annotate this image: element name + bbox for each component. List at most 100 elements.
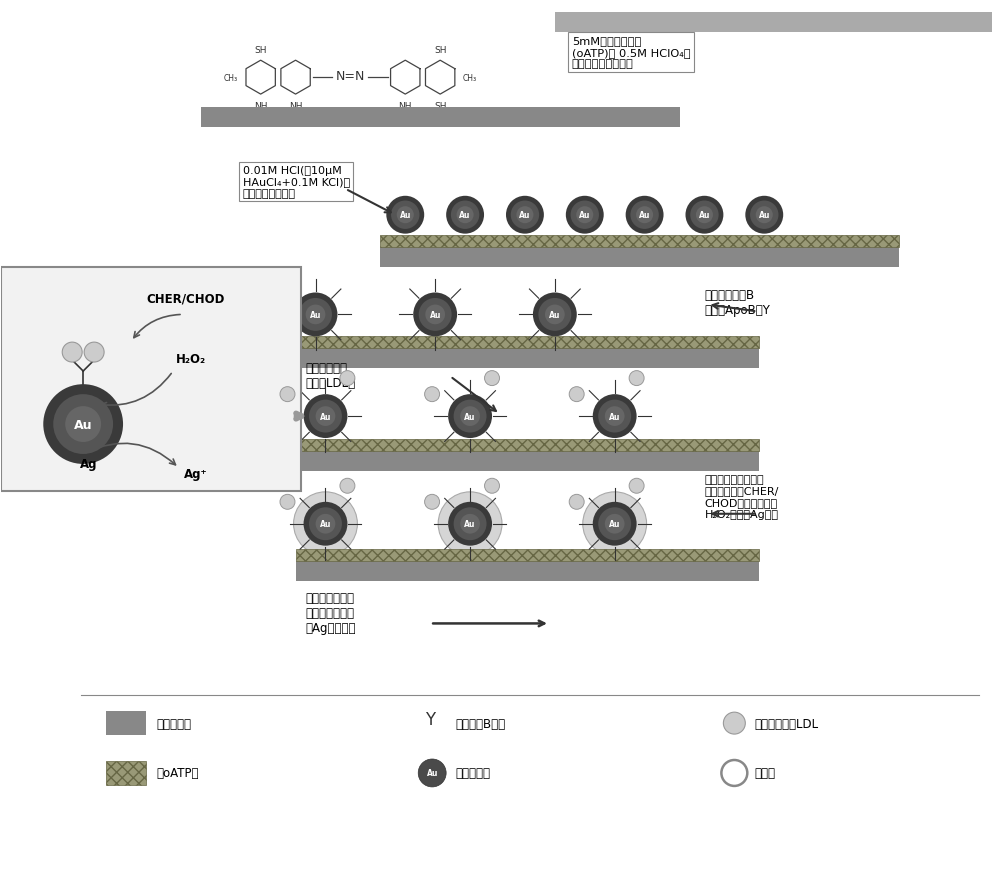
Text: Y: Y	[425, 711, 435, 728]
FancyBboxPatch shape	[281, 349, 759, 369]
Circle shape	[425, 387, 440, 402]
Circle shape	[340, 478, 355, 494]
FancyBboxPatch shape	[1, 268, 301, 492]
Text: NH: NH	[254, 101, 267, 111]
Circle shape	[485, 478, 500, 494]
Text: 金纳米粒子: 金纳米粒子	[455, 766, 490, 780]
FancyBboxPatch shape	[380, 247, 899, 268]
Circle shape	[340, 371, 355, 386]
Circle shape	[309, 508, 342, 540]
Circle shape	[454, 400, 487, 433]
Circle shape	[62, 343, 82, 362]
Circle shape	[438, 493, 502, 556]
Text: Au: Au	[400, 211, 411, 220]
Circle shape	[598, 400, 631, 433]
Text: SH: SH	[434, 46, 446, 55]
Circle shape	[391, 201, 419, 229]
Circle shape	[446, 197, 484, 235]
Circle shape	[448, 394, 492, 439]
FancyBboxPatch shape	[296, 549, 759, 561]
Circle shape	[629, 478, 644, 494]
Text: 低密度脂蛋白LDL: 低密度脂蛋白LDL	[754, 717, 818, 730]
Text: N=N: N=N	[336, 70, 365, 82]
FancyBboxPatch shape	[296, 452, 759, 471]
Text: Au: Au	[549, 311, 561, 320]
Circle shape	[294, 293, 337, 337]
Text: 载脂蛋白B抗体: 载脂蛋白B抗体	[455, 717, 505, 730]
Text: CH₃: CH₃	[463, 74, 477, 82]
Circle shape	[425, 305, 445, 325]
FancyBboxPatch shape	[106, 711, 146, 735]
Text: Au: Au	[427, 768, 438, 778]
Circle shape	[457, 207, 474, 224]
Text: 单质銀: 单质銀	[754, 766, 775, 780]
Text: H₂O₂: H₂O₂	[176, 353, 206, 365]
Text: Au: Au	[519, 211, 531, 220]
Text: 电化学工作站，
溢出伏安法，读
取Ag溢出峰値: 电化学工作站， 溢出伏安法，读 取Ag溢出峰値	[306, 591, 356, 633]
Text: Au: Au	[464, 412, 476, 421]
Text: SH: SH	[254, 46, 267, 55]
FancyBboxPatch shape	[296, 561, 759, 581]
Circle shape	[386, 197, 424, 235]
Circle shape	[593, 394, 637, 439]
Circle shape	[566, 197, 604, 235]
Circle shape	[460, 514, 480, 534]
FancyBboxPatch shape	[201, 108, 680, 128]
Circle shape	[723, 712, 745, 734]
Circle shape	[571, 201, 599, 229]
Circle shape	[306, 305, 325, 325]
Circle shape	[629, 371, 644, 386]
Circle shape	[576, 207, 593, 224]
FancyBboxPatch shape	[106, 761, 146, 785]
Text: Ag: Ag	[80, 458, 98, 470]
Circle shape	[506, 197, 544, 235]
Text: 滴加胆固醇酯酶和胆
固醇氧化酶（CHER/
CHOD），反应生成
H₂O₂，诱导Ag沉积: 滴加胆固醇酯酶和胆 固醇氧化酶（CHER/ CHOD），反应生成 H₂O₂，诱导…	[704, 474, 779, 519]
Circle shape	[545, 305, 565, 325]
Circle shape	[460, 407, 480, 426]
Text: SH: SH	[434, 101, 446, 111]
Text: 聚oATP膜: 聚oATP膜	[156, 766, 198, 780]
Circle shape	[569, 387, 584, 402]
Text: 5mM邻氨基苯硫酥
(oATP)， 0.5M HClO₄，
电聚合，循环伏安法: 5mM邻氨基苯硫酥 (oATP)， 0.5M HClO₄， 电聚合，循环伏安法	[572, 36, 690, 69]
Circle shape	[451, 201, 479, 229]
Circle shape	[316, 514, 335, 534]
Text: Au: Au	[639, 211, 650, 220]
Circle shape	[485, 371, 500, 386]
Circle shape	[605, 514, 625, 534]
Circle shape	[299, 299, 332, 331]
Text: NH: NH	[399, 101, 412, 111]
Circle shape	[425, 494, 440, 509]
Text: Au: Au	[74, 418, 92, 431]
Circle shape	[511, 201, 539, 229]
Text: Au: Au	[320, 412, 331, 421]
Circle shape	[53, 394, 113, 455]
Circle shape	[756, 207, 773, 224]
Text: Au: Au	[310, 311, 321, 320]
Circle shape	[685, 197, 723, 235]
Text: Au: Au	[609, 412, 620, 421]
Circle shape	[418, 759, 446, 787]
Text: Au: Au	[429, 311, 441, 320]
Text: CHER/CHOD: CHER/CHOD	[147, 292, 225, 306]
Circle shape	[745, 197, 783, 235]
FancyBboxPatch shape	[380, 236, 899, 247]
Circle shape	[583, 493, 647, 556]
Circle shape	[598, 508, 631, 540]
Text: 捕获低密度脂
蛋白（LDL）: 捕获低密度脂 蛋白（LDL）	[306, 361, 356, 390]
Circle shape	[65, 407, 101, 442]
Circle shape	[516, 207, 533, 224]
Circle shape	[636, 207, 653, 224]
Text: Au: Au	[464, 520, 476, 529]
Circle shape	[690, 201, 719, 229]
Text: Au: Au	[579, 211, 590, 220]
Circle shape	[533, 293, 577, 337]
Circle shape	[750, 201, 778, 229]
Circle shape	[593, 502, 637, 546]
Circle shape	[309, 400, 342, 433]
Circle shape	[538, 299, 571, 331]
Circle shape	[448, 502, 492, 546]
Circle shape	[294, 493, 357, 556]
Text: NH: NH	[289, 101, 302, 111]
Text: 固定载脂蛋白B
抗体（ApoB）Y: 固定载脂蛋白B 抗体（ApoB）Y	[704, 289, 770, 317]
Text: Au: Au	[609, 520, 620, 529]
